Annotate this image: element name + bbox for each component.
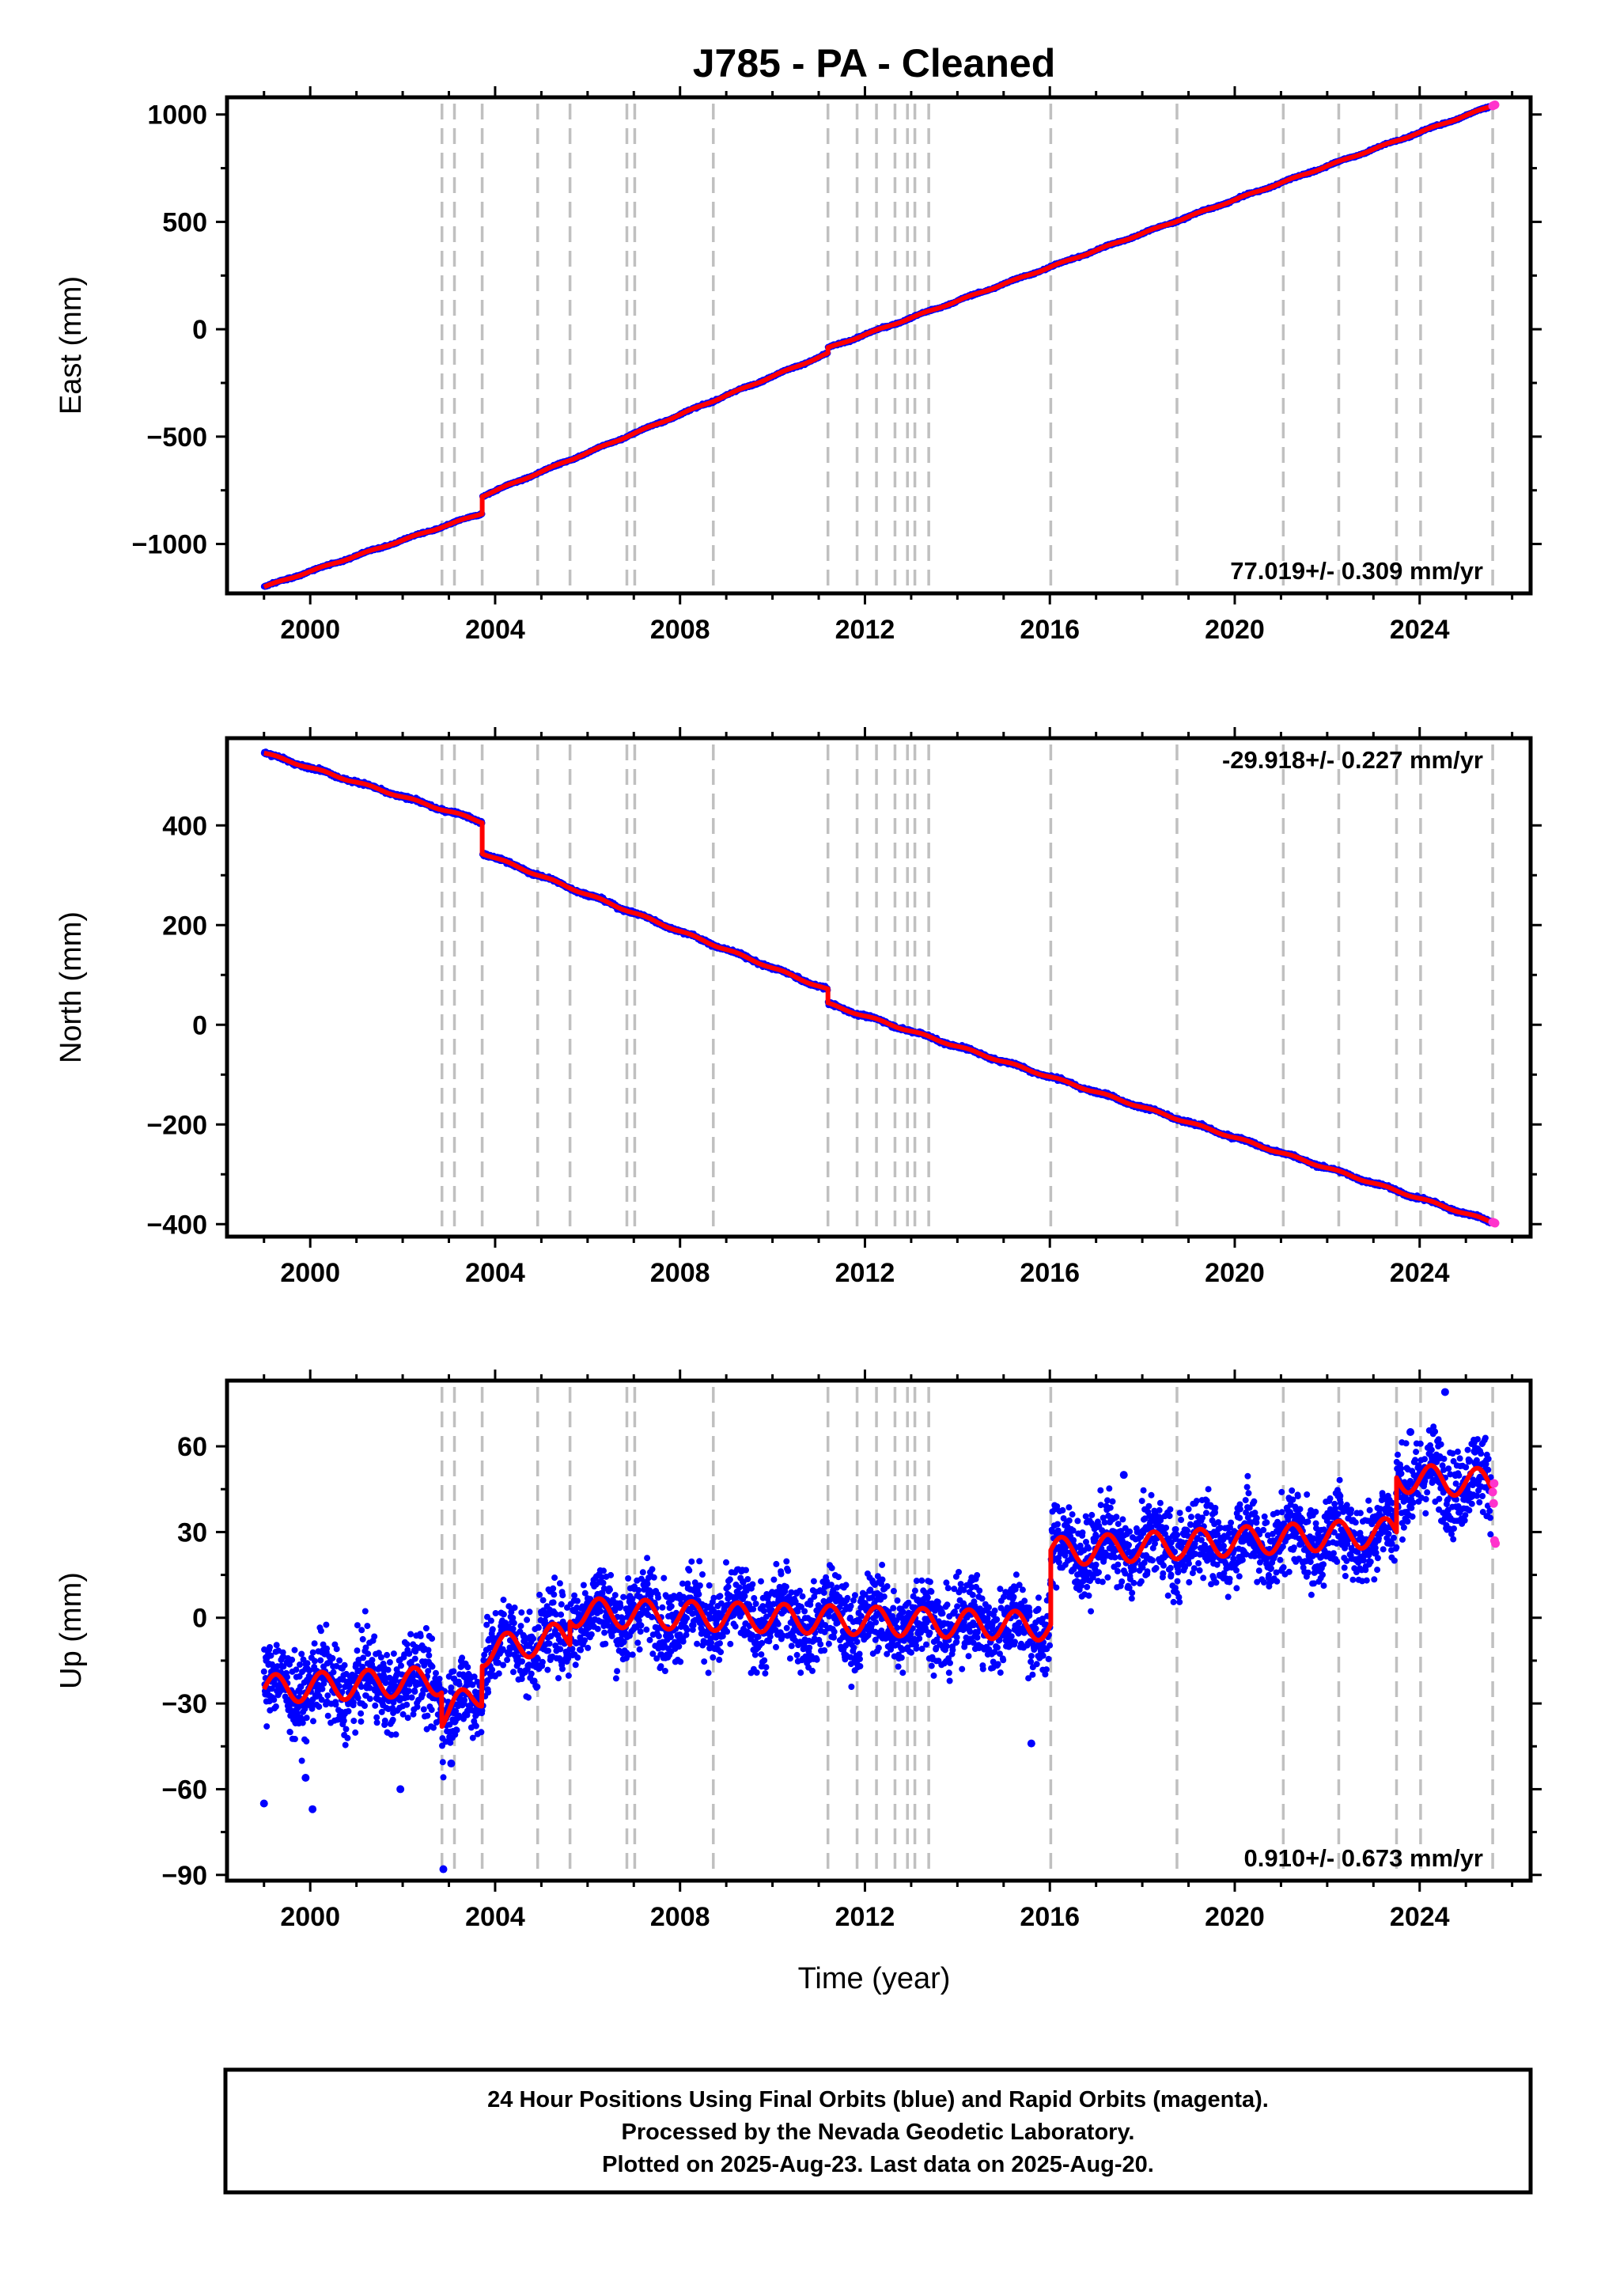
outlier-point xyxy=(439,1865,448,1874)
x-tick-label: 2000 xyxy=(280,615,340,645)
chart-title: J785 - PA - Cleaned xyxy=(693,41,1056,85)
legend-line-1: 24 Hour Positions Using Final Orbits (bl… xyxy=(487,2087,1269,2112)
y-tick-label: 400 xyxy=(162,811,207,841)
x-tick-label: 2024 xyxy=(1390,615,1450,645)
outlier-point xyxy=(447,1759,456,1767)
model-fit-line xyxy=(262,103,1497,589)
model-fit-line xyxy=(262,750,1497,1226)
rate-label: 77.019+/- 0.309 mm/yr xyxy=(1230,557,1483,585)
rapid-orbit-point xyxy=(1489,1479,1499,1488)
x-tick-label: 2016 xyxy=(1020,1902,1080,1932)
x-tick-label: 2016 xyxy=(1020,615,1080,645)
rapid-orbit-point xyxy=(1488,1487,1497,1497)
equipment-change-lines xyxy=(440,744,1494,1230)
final-orbit-points xyxy=(260,1423,1495,1781)
y-tick-label: −60 xyxy=(161,1775,207,1805)
x-tick-label: 2012 xyxy=(835,1902,895,1932)
x-tick-label: 2008 xyxy=(650,1902,710,1932)
y-tick-label: 0 xyxy=(192,315,207,345)
x-tick-label: 2012 xyxy=(835,615,895,645)
plot-frame xyxy=(225,1378,1533,1883)
rapid-orbit-point xyxy=(1490,1218,1500,1228)
rapid-orbit-point xyxy=(1491,1539,1501,1548)
y-tick-label: −1000 xyxy=(132,530,208,560)
plot-frame xyxy=(225,95,1533,596)
equipment-change-lines xyxy=(440,1387,1494,1874)
outlier-point xyxy=(1027,1739,1035,1748)
rapid-orbit-point xyxy=(1489,1498,1498,1508)
y-tick-label: 60 xyxy=(177,1432,207,1462)
x-tick-label: 2004 xyxy=(465,1258,525,1288)
y-tick-label: 1000 xyxy=(147,100,207,131)
rate-label: -29.918+/- 0.227 mm/yr xyxy=(1222,746,1483,774)
y-tick-label: −90 xyxy=(161,1861,207,1891)
y-tick-label: 0 xyxy=(192,1604,207,1634)
legend-box-frame xyxy=(223,2067,1533,2195)
y-tick-label: 0 xyxy=(192,1010,207,1040)
legend-box: 24 Hour Positions Using Final Orbits (bl… xyxy=(223,2067,1533,2195)
legend-line-2: Processed by the Nevada Geodetic Laborat… xyxy=(622,2120,1135,2145)
x-tick-label: 2000 xyxy=(280,1902,340,1932)
plot-frame xyxy=(225,736,1533,1239)
x-tick-label: 2004 xyxy=(465,1902,525,1932)
y-tick-label: −200 xyxy=(146,1110,207,1140)
north-panel: 2000 2004 2008 2012 2016 2020 20244002000−200−… xyxy=(55,727,1542,1288)
outlier-point xyxy=(1119,1471,1128,1480)
x-tick-label: 2020 xyxy=(1205,1258,1265,1288)
x-tick-label: 2016 xyxy=(1020,1258,1080,1288)
y-tick-label: −400 xyxy=(146,1210,207,1240)
x-tick-label: 2024 xyxy=(1390,1258,1450,1288)
y-axis-label: North (mm) xyxy=(55,911,88,1063)
y-axis-label: East (mm) xyxy=(55,276,88,415)
y-tick-label: −30 xyxy=(161,1689,207,1719)
y-axis-label: Up (mm) xyxy=(55,1572,88,1689)
y-tick-label: 30 xyxy=(177,1517,207,1548)
outlier-point xyxy=(301,1773,310,1782)
rate-label: 0.910+/- 0.673 mm/yr xyxy=(1244,1844,1483,1872)
x-tick-label: 2020 xyxy=(1205,1902,1265,1932)
x-tick-label: 2024 xyxy=(1390,1902,1450,1932)
outlier-point xyxy=(396,1785,405,1794)
x-tick-label: 2000 xyxy=(280,1258,340,1288)
y-tick-label: 200 xyxy=(162,911,207,941)
x-tick-label: 2004 xyxy=(465,615,525,645)
up-panel: 2000 2004 2008 2012 2016 2020 2024 60 30 0 −30 −60 −… xyxy=(55,1370,1542,1932)
equipment-change-lines xyxy=(440,104,1494,587)
outlier-point xyxy=(1406,1428,1415,1437)
east-panel: 2000 2004 2008 2012 2016 2020 2024 1000 500 0 −500… xyxy=(55,86,1542,645)
y-tick-label: −500 xyxy=(146,422,207,453)
rapid-orbit-point xyxy=(1490,100,1500,109)
y-tick-label: 500 xyxy=(162,207,207,237)
model-fit-line xyxy=(262,1463,1497,1730)
x-tick-label: 2012 xyxy=(835,1258,895,1288)
x-axis-label: Time (year) xyxy=(798,1962,951,1995)
outlier-point xyxy=(1440,1388,1449,1396)
x-tick-label: 2020 xyxy=(1205,615,1265,645)
outlier-point xyxy=(259,1799,268,1808)
outlier-point xyxy=(308,1805,317,1813)
legend-line-3: Plotted on 2025-Aug-23. Last data on 202… xyxy=(602,2152,1154,2177)
x-tick-label: 2008 xyxy=(650,1258,710,1288)
x-tick-label: 2008 xyxy=(650,615,710,645)
